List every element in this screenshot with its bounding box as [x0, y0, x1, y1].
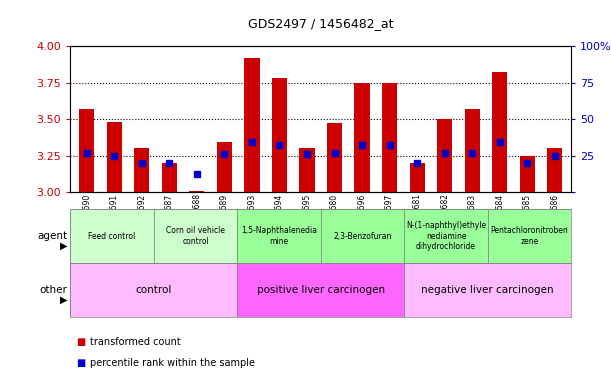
Bar — [237, 263, 404, 317]
Text: GDS2497 / 1456482_at: GDS2497 / 1456482_at — [248, 17, 393, 30]
Bar — [464, 109, 480, 192]
Text: transformed count: transformed count — [90, 337, 181, 347]
Bar — [162, 163, 177, 192]
Bar — [134, 148, 150, 192]
Bar — [217, 142, 232, 192]
Bar — [79, 109, 94, 192]
Bar — [321, 209, 404, 263]
Text: percentile rank within the sample: percentile rank within the sample — [90, 358, 255, 368]
Text: negative liver carcinogen: negative liver carcinogen — [422, 285, 554, 295]
Bar — [404, 263, 571, 317]
Bar — [354, 83, 370, 192]
Text: control: control — [136, 285, 172, 295]
Bar — [520, 156, 535, 192]
Text: Feed control: Feed control — [89, 232, 136, 241]
Bar — [382, 83, 397, 192]
Bar — [327, 123, 342, 192]
Text: Corn oil vehicle
control: Corn oil vehicle control — [166, 227, 225, 246]
Text: positive liver carcinogen: positive liver carcinogen — [257, 285, 385, 295]
Text: ▶: ▶ — [60, 295, 67, 305]
Bar — [70, 209, 154, 263]
Bar — [547, 148, 562, 192]
Bar — [299, 148, 315, 192]
Bar — [244, 58, 260, 192]
Bar — [409, 163, 425, 192]
Text: other: other — [39, 285, 67, 295]
Bar — [488, 209, 571, 263]
Bar — [437, 119, 452, 192]
Text: ▶: ▶ — [60, 241, 67, 251]
Bar — [70, 263, 237, 317]
Text: 1,5-Naphthalenedia
mine: 1,5-Naphthalenedia mine — [241, 227, 317, 246]
Bar — [492, 72, 507, 192]
Text: ■: ■ — [76, 337, 86, 347]
Bar — [272, 78, 287, 192]
Bar — [107, 122, 122, 192]
Bar — [237, 209, 321, 263]
Bar — [189, 190, 205, 192]
Text: Pentachloronitroben
zene: Pentachloronitroben zene — [491, 227, 568, 246]
Text: 2,3-Benzofuran: 2,3-Benzofuran — [334, 232, 392, 241]
Text: ■: ■ — [76, 358, 86, 368]
Text: agent: agent — [37, 231, 67, 241]
Text: N-(1-naphthyl)ethyle
nediamine
dihydrochloride: N-(1-naphthyl)ethyle nediamine dihydroch… — [406, 221, 486, 251]
Bar — [404, 209, 488, 263]
Bar — [154, 209, 237, 263]
